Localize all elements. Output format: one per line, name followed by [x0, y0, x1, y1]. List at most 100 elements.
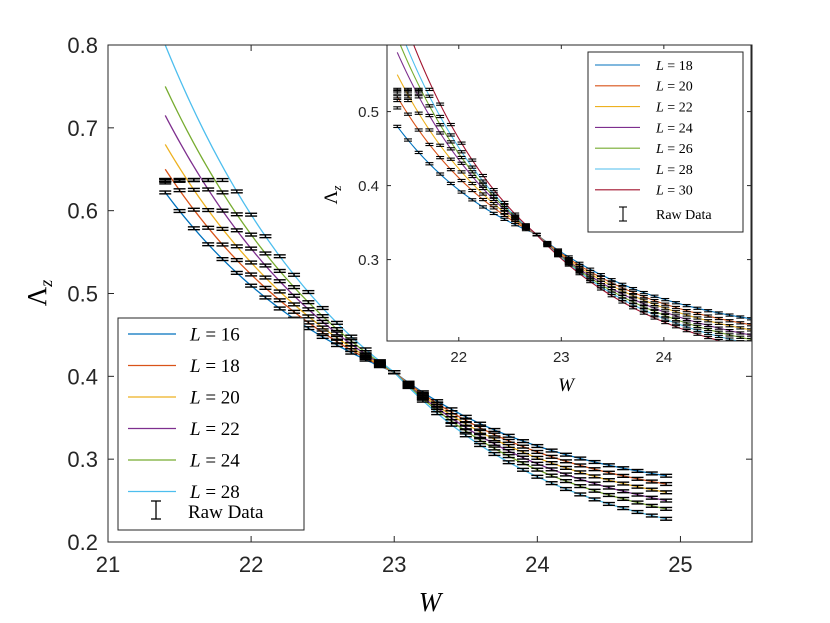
main-raw-data-point	[259, 251, 272, 256]
main-raw-data-point	[545, 460, 558, 466]
main-raw-data-point	[216, 242, 229, 247]
main-raw-data-point	[245, 272, 258, 277]
main-raw-data-point	[531, 461, 544, 466]
main-y-tick-label: 0.4	[67, 364, 98, 389]
inset-legend-label: L = 30	[655, 184, 693, 199]
main-raw-data-point	[617, 506, 630, 511]
inset-raw-data-point	[468, 188, 477, 193]
inset-raw-data-point	[468, 165, 477, 169]
inset-series-line-L18	[396, 126, 751, 320]
inset-raw-data-point	[403, 87, 412, 92]
main-legend-box	[117, 317, 305, 531]
inset-raw-data-point	[618, 286, 627, 290]
inset-raw-data-point	[564, 263, 573, 267]
main-legend-entry-L18: L = 18	[128, 356, 240, 377]
main-raw-data-point	[488, 427, 501, 433]
inset-raw-data-point	[457, 161, 466, 165]
inset-raw-data-point	[747, 333, 751, 337]
main-raw-data-point	[216, 208, 229, 213]
inset-raw-data-point	[393, 98, 402, 103]
main-series-line-L20	[164, 144, 667, 493]
main-raw-data-point	[245, 212, 258, 217]
inset-raw-data-point	[436, 131, 445, 135]
inset-raw-data-point	[714, 334, 723, 339]
main-raw-data-point	[273, 306, 286, 311]
main-raw-data-point	[273, 298, 286, 303]
main-legend-raw-data-entry: Raw Data	[151, 500, 264, 523]
inset-raw-data-point	[639, 298, 648, 302]
main-raw-data-point	[230, 228, 243, 233]
inset-plot-frame	[386, 44, 752, 342]
inset-raw-data-point	[468, 198, 477, 202]
main-raw-data-point	[660, 506, 673, 511]
inset-raw-data-point	[661, 306, 670, 310]
inset-raw-data-point	[457, 150, 466, 154]
main-raw-data-point	[488, 451, 501, 457]
main-raw-data-point	[502, 448, 515, 454]
inset-raw-data-point	[618, 282, 627, 286]
inset-x-axis: 22 23 24	[450, 45, 672, 366]
main-raw-data-point	[345, 334, 358, 339]
inset-raw-data-point	[500, 213, 509, 218]
main-raw-data-point	[645, 471, 658, 476]
inset-raw-data-point	[704, 327, 713, 332]
inset-raw-data-point	[704, 319, 713, 323]
main-raw-data-point	[631, 509, 644, 515]
main-raw-data-point	[660, 490, 673, 495]
main-raw-data-point	[502, 433, 515, 438]
main-raw-data-point	[359, 347, 372, 352]
main-raw-data-point	[588, 467, 601, 472]
inset-raw-data-point	[403, 112, 412, 116]
main-raw-data-point	[316, 325, 329, 330]
inset-raw-data-point	[393, 106, 402, 110]
inset-raw-data-point	[671, 321, 680, 325]
main-raw-data-point	[230, 189, 243, 194]
main-legend: L = 16 L = 18 L = 20 L = 22 L = 24 L = 28 Raw…	[117, 317, 305, 531]
inset-raw-data-point	[489, 206, 498, 210]
main-x-tick-label: 22	[239, 552, 263, 577]
inset-raw-data-point	[682, 325, 691, 329]
main-raw-data-point	[259, 295, 272, 300]
main-raw-data-point	[288, 285, 301, 290]
main-raw-data-point	[517, 450, 530, 455]
main-raw-data-point	[545, 448, 558, 453]
main-x-axis-label: W	[419, 587, 444, 617]
inset-legend-label: L = 26	[655, 142, 693, 157]
main-raw-data-point	[574, 470, 587, 475]
inset-raw-data-point	[629, 286, 638, 291]
inset-raw-data-point	[671, 310, 680, 314]
inset-legend-label: L = 18	[655, 59, 693, 74]
inset-raw-data-point	[725, 337, 734, 341]
inset-raw-data-point	[457, 141, 466, 145]
main-raw-data-point	[459, 425, 472, 430]
inset-legend-entry-L28: L = 28	[595, 163, 693, 178]
main-raw-data-point	[531, 443, 544, 449]
main-x-axis: 21 22 23 24 25	[96, 45, 693, 577]
inset-raw-data-point	[629, 303, 638, 307]
inset-raw-data-point	[714, 311, 723, 315]
inset-raw-data-point	[661, 314, 670, 318]
inset-y-tick-label: 0.4	[358, 178, 379, 195]
inset-raw-data-point	[436, 143, 445, 147]
main-raw-data-point	[488, 437, 501, 442]
main-raw-data-point	[330, 335, 343, 340]
main-raw-data-point	[588, 474, 601, 479]
main-raw-data-group	[159, 177, 673, 521]
inset-raw-data-point	[650, 309, 659, 314]
inset-raw-data-point	[747, 323, 751, 327]
inset-raw-data-point	[457, 155, 466, 160]
main-raw-data-point	[259, 263, 272, 268]
inset-raw-data-point	[650, 298, 659, 303]
inset-raw-data-point	[661, 302, 670, 306]
inset-raw-data-point	[704, 331, 713, 336]
main-raw-data-point	[502, 454, 515, 459]
main-raw-data-point	[474, 429, 487, 434]
inset-raw-data-point	[489, 201, 498, 206]
inset-raw-data-point	[586, 279, 595, 284]
main-raw-data-point	[288, 293, 301, 298]
inset-raw-data-point	[607, 294, 616, 298]
main-raw-data-point	[559, 465, 572, 471]
inset-raw-data-point	[747, 328, 751, 332]
inset-raw-data-point	[479, 183, 488, 187]
inset-raw-data-point	[596, 287, 605, 291]
